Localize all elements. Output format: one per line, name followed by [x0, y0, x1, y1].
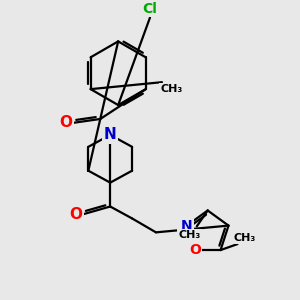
- Text: CH₃: CH₃: [233, 233, 256, 243]
- Text: CH₃: CH₃: [179, 230, 201, 240]
- Text: O: O: [189, 243, 201, 257]
- Text: N: N: [104, 128, 117, 142]
- Text: CH₃: CH₃: [161, 84, 183, 94]
- Text: O: O: [69, 207, 82, 222]
- Text: Cl: Cl: [142, 2, 158, 16]
- Text: N: N: [181, 219, 193, 232]
- Text: O: O: [59, 116, 72, 130]
